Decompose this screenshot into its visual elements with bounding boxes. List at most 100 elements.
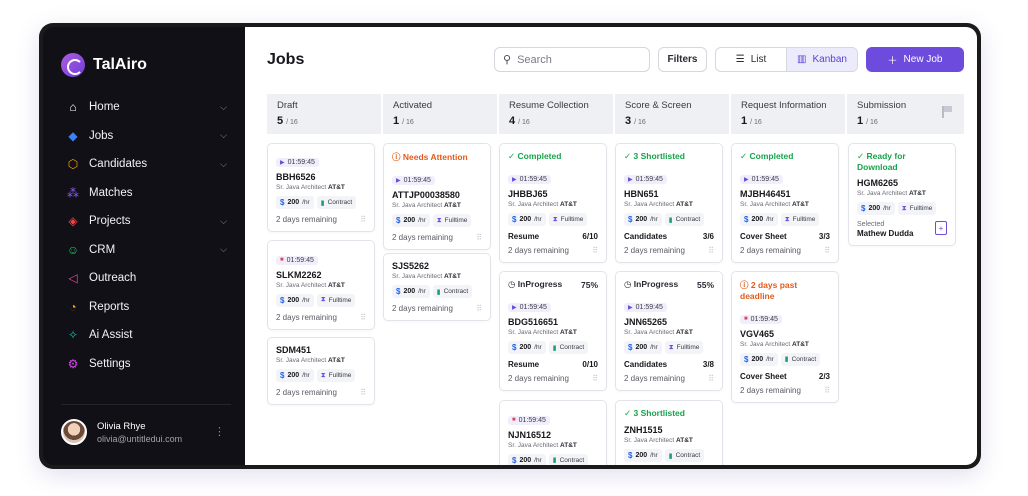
progress-meta: Cover Sheet 2/3	[740, 372, 830, 381]
sidebar-item-label: Candidates	[89, 158, 148, 171]
column-total: / 16	[402, 119, 414, 126]
progress-percent: 75%	[580, 279, 598, 290]
search-icon: ⚲	[503, 54, 512, 66]
chevron-down-icon[interactable]: ⌵	[220, 130, 227, 141]
sidebar-item-matches[interactable]: ⁂ Matches	[43, 179, 245, 208]
job-card[interactable]: ▶ 01:59:45 BBH6526 Sr. Java Architect AT&T $…	[267, 143, 375, 232]
sidebar-item-candidates[interactable]: ⬡ Candidates ⌵	[43, 150, 245, 179]
document-icon: ▮	[320, 199, 325, 207]
drag-handle-icon[interactable]: ⠿	[824, 246, 830, 255]
sparkle-icon: ✧	[67, 328, 79, 343]
job-card[interactable]: ✓ 3 Shortlisted ZNH1515 Sr. Java Architect…	[615, 400, 723, 465]
sidebar-item-jobs[interactable]: ◆ Jobs ⌵	[43, 122, 245, 151]
status-badge: ◷ InProgress 75%	[508, 279, 598, 290]
job-card[interactable]: ◷ InProgress 75% ▶ 01:59:45 BDG516651 Sr. Jav…	[499, 271, 607, 391]
job-card[interactable]: ■ 01:59:45 SLKM2262 Sr. Java Architect AT&T…	[267, 240, 375, 330]
sidebar-item-settings[interactable]: ⚙ Settings	[43, 350, 245, 379]
filters-button[interactable]: Filters	[658, 47, 707, 72]
search-input[interactable]: ⚲ Search	[494, 47, 650, 72]
user-profile[interactable]: Olivia Rhye olivia@untitledui.com ⋮	[61, 404, 231, 445]
flag-icon[interactable]	[942, 106, 952, 118]
column-name: Resume Collection	[509, 100, 589, 111]
timer-badge: ▶ 01:59:45	[392, 176, 435, 185]
sidebar-item-projects[interactable]: ◈ Projects ⌵	[43, 207, 245, 236]
drag-handle-icon[interactable]: ⠿	[360, 215, 366, 224]
hourglass-icon: ⧗	[552, 215, 558, 223]
job-card[interactable]: ■ 01:59:45 NJN16512 Sr. Java Architect AT&T…	[499, 400, 607, 465]
company-name: AT&T	[444, 273, 461, 280]
chevron-down-icon[interactable]: ⌵	[220, 101, 227, 112]
job-id: JHBBJ65	[508, 189, 548, 199]
job-id: HBN651	[624, 189, 659, 199]
drag-handle-icon[interactable]: ⠿	[360, 312, 366, 322]
column-total: / 16	[866, 119, 878, 126]
drag-handle-icon[interactable]: ⠿	[592, 246, 598, 255]
time-remaining: 2 days remaining ⠿	[624, 374, 714, 383]
drag-handle-icon[interactable]: ⠿	[708, 374, 714, 383]
drag-handle-icon[interactable]: ⠿	[360, 388, 366, 397]
employment-type: Fulltime	[328, 372, 352, 379]
job-card[interactable]: ✓ 3 Shortlisted ▶ 01:59:45 HBN651 Sr. Java A…	[615, 143, 723, 263]
job-card[interactable]: SJS5262 Sr. Java Architect AT&T $200/hr ▮ Co…	[383, 253, 491, 321]
chevron-down-icon[interactable]: ⌵	[220, 244, 227, 255]
download-document-icon[interactable]: +	[935, 221, 947, 235]
sidebar-item-home[interactable]: ⌂ Home ⌵	[43, 93, 245, 122]
box-icon: ⬡	[67, 157, 79, 172]
rate-unit: /hr	[766, 216, 774, 223]
drag-handle-icon[interactable]: ⠿	[476, 233, 482, 242]
sidebar-item-label: Settings	[89, 357, 131, 370]
job-card[interactable]: ✓ Ready for Download HGM6265 Sr. Java Arch…	[848, 143, 956, 246]
job-card[interactable]: ✓ Completed ▶ 01:59:45 MJBH46451 Sr. Java Ar…	[731, 143, 839, 263]
list-view-button[interactable]: ☰ List	[716, 48, 786, 71]
rate-unit: /hr	[650, 452, 658, 459]
alert-icon: ⓘ	[392, 152, 401, 162]
drag-handle-icon[interactable]: ⠿	[592, 374, 598, 383]
chevron-down-icon[interactable]: ⌵	[220, 215, 227, 226]
logo[interactable]: TalAiro	[61, 53, 147, 77]
job-id: ATTJP00038580	[392, 190, 460, 200]
job-card[interactable]: ⓘ 2 days past deadline ■ 01:59:45 VGV465 Sr.…	[731, 271, 839, 403]
employment-type: Contract	[791, 355, 817, 363]
sidebar-item-ai-assist[interactable]: ✧ Ai Assist	[43, 321, 245, 350]
column-count: 1	[393, 115, 400, 127]
sidebar-item-crm[interactable]: ☺ CRM ⌵	[43, 236, 245, 265]
timer-value: 01:59:45	[750, 315, 778, 323]
talairo-logo-icon	[61, 53, 85, 77]
chevron-down-icon[interactable]: ⌵	[220, 158, 227, 169]
job-id: SLKM2262	[276, 269, 322, 280]
time-remaining: 2 days remaining ⠿	[508, 246, 598, 255]
job-card[interactable]: ⓘ Needs Attention ▶ 01:59:45 ATTJP00038580 S…	[383, 143, 491, 250]
job-card[interactable]: ◷ InProgress 55% ▶ 01:59:45 JNN65265 Sr. Java…	[615, 271, 723, 391]
app-frame: TalAiro ⌂ Home ⌵ ◆ Jobs ⌵ ⬡ Candidates ⌵ ⁂ Matches…	[39, 23, 981, 469]
new-job-button[interactable]: ＋ New Job	[866, 47, 964, 72]
settings-icon: ⚙	[67, 356, 79, 371]
main-content: Jobs ⚲ Search Filters ☰ List ▥ Kanban ＋ …	[245, 27, 977, 465]
rate-chip: $200/hr	[857, 202, 895, 215]
drag-handle-icon[interactable]: ⠿	[476, 304, 482, 313]
rate-value: 200	[635, 344, 648, 351]
rate-value: 200	[519, 456, 532, 464]
dollar-icon: $	[280, 371, 285, 380]
job-role: Sr. Java Architect	[392, 202, 443, 209]
job-role: Sr. Java Architect	[276, 281, 327, 289]
sidebar-item-reports[interactable]: ◔ Reports	[43, 293, 245, 322]
play-icon: ▶	[280, 160, 285, 166]
rate-chip: $200/hr	[624, 341, 662, 354]
clock-icon: ◷	[624, 279, 632, 289]
job-role: Sr. Java Architect	[508, 201, 559, 208]
drag-handle-icon[interactable]: ⠿	[824, 385, 830, 395]
time-remaining: 2 days remaining ⠿	[392, 304, 482, 313]
sidebar-item-label: Reports	[89, 300, 130, 313]
drag-handle-icon[interactable]: ⠿	[708, 246, 714, 255]
selected-candidate: Mathew Dudda	[857, 229, 914, 238]
rate-chip: $200/hr	[392, 214, 430, 227]
rate-value: 200	[519, 344, 532, 351]
sidebar-item-outreach[interactable]: ◁ Outreach	[43, 264, 245, 293]
kanban-view-button[interactable]: ▥ Kanban	[786, 48, 857, 71]
more-vertical-icon[interactable]: ⋮	[214, 426, 225, 438]
time-remaining: 2 days remaining ⠿	[740, 246, 830, 255]
hourglass-icon: ⧗	[320, 296, 326, 303]
job-card[interactable]: ✓ Completed ▶ 01:59:45 JHBBJ65 Sr. Java Arch…	[499, 143, 607, 263]
rate-value: 200	[287, 372, 300, 379]
job-card[interactable]: SDM451 Sr. Java Architect AT&T $200/hr ⧗ Ful…	[267, 337, 375, 405]
